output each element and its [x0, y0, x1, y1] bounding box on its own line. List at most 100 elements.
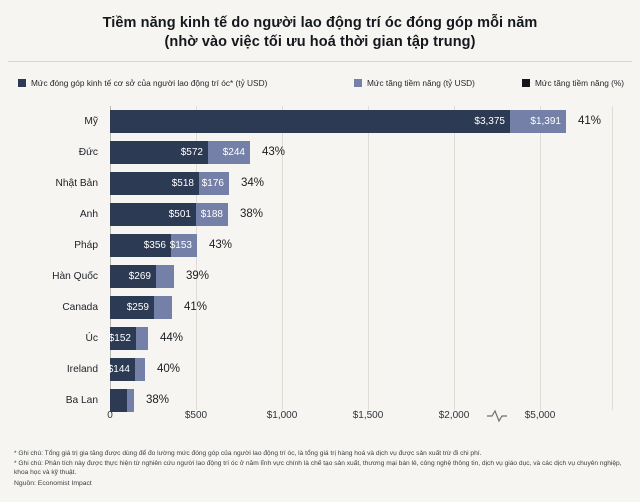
bar-segment-base[interactable]: $269 — [110, 265, 156, 288]
bar-row[interactable]: Đức $572 $244 43% — [0, 137, 640, 168]
bar-percent-label: 41% — [184, 301, 208, 313]
bar-row[interactable]: Nhật Bản $518 $176 34% — [0, 168, 640, 199]
bar-value-uplift: $1,391 — [530, 115, 561, 127]
stacked-bar[interactable]: $572 $244 — [110, 141, 250, 164]
bar-value-uplift: $176 — [201, 177, 224, 189]
axis-break-icon — [486, 409, 508, 428]
bar-segment-base[interactable]: $518 — [110, 172, 199, 195]
bar-segment-base[interactable]: $259 — [110, 296, 154, 319]
stacked-bar[interactable]: $518 $176 — [110, 172, 229, 195]
bar-percent-label: 39% — [186, 270, 210, 282]
bar-value-base: $3,375 — [474, 115, 505, 127]
bar-segment-uplift[interactable]: $176 — [199, 172, 229, 195]
row-label: Nhật Bản — [55, 178, 98, 189]
title-line-1: Tiềm năng kinh tế do người lao động trí … — [102, 15, 538, 31]
stacked-bar[interactable] — [110, 389, 134, 412]
legend-label-uplift: Mức tăng tiềm năng (tỷ USD) — [367, 78, 475, 88]
bar-segment-uplift[interactable]: $153 — [169, 234, 197, 257]
row-label: Canada — [62, 302, 98, 313]
bar-percent-label: 43% — [262, 146, 286, 158]
bar-value-base: $152 — [108, 332, 131, 344]
source-line: Nguồn: Economist Impact — [14, 479, 92, 487]
bar-value-uplift: $188 — [200, 208, 223, 220]
bar-row[interactable]: Ireland $144 40% — [0, 354, 640, 385]
bar-segment-base[interactable]: $144 — [107, 358, 135, 381]
bar-value-uplift: $153 — [169, 239, 192, 251]
gridline — [612, 106, 613, 410]
axis-tick: 0 — [107, 410, 113, 421]
gridline — [282, 106, 283, 410]
row-label: Ireland — [66, 364, 98, 375]
stacked-bar[interactable]: $259 — [110, 296, 172, 319]
bar-percent-label: 34% — [241, 177, 265, 189]
bar-row[interactable]: Úc $152 44% — [0, 323, 640, 354]
axis-tick: $1,000 — [266, 410, 298, 421]
footnote-2: * Ghi chú: Phân tích này được thực hiện … — [14, 459, 622, 477]
bar-segment-uplift[interactable]: $188 — [196, 203, 228, 226]
bar-value-base: $259 — [126, 301, 149, 313]
stacked-bar[interactable]: $501 $188 — [110, 203, 228, 226]
bar-segment-uplift[interactable]: $1,391 — [510, 110, 566, 133]
bar-segment-uplift[interactable] — [154, 296, 172, 319]
bar-segment-base[interactable]: $356 — [110, 234, 171, 257]
legend-item-percent: Mức tăng tiềm năng (%) — [522, 78, 624, 88]
gridline — [196, 106, 197, 410]
bar-rows: Mỹ $3,375 $1,391 41% Đức $572 $244 43% Nhật Bản $… — [0, 106, 640, 416]
axis-tick: $500 — [184, 410, 208, 421]
stacked-bar[interactable]: $356 $153 — [110, 234, 197, 257]
row-label: Mỹ — [84, 116, 98, 127]
bar-segment-uplift[interactable] — [156, 265, 174, 288]
bar-segment-uplift[interactable] — [135, 358, 145, 381]
bar-segment-uplift[interactable]: $244 — [208, 141, 250, 164]
bar-segment-base[interactable]: $3,375 — [110, 110, 510, 133]
gridline — [368, 106, 369, 410]
bar-value-base: $572 — [180, 146, 203, 158]
legend-swatch-base — [18, 79, 26, 87]
stacked-bar[interactable]: $269 — [110, 265, 174, 288]
bar-segment-base[interactable]: $572 — [110, 141, 208, 164]
row-label: Anh — [79, 209, 98, 220]
plot-area: Mỹ $3,375 $1,391 41% Đức $572 $244 43% Nhật Bản $… — [0, 100, 640, 412]
chart-legend: Mức đóng góp kinh tế cơ sở của người lao… — [14, 78, 632, 94]
bar-row[interactable]: Pháp $356 $153 43% — [0, 230, 640, 261]
bar-row[interactable]: Ba Lan 38% — [0, 385, 640, 416]
legend-swatch-uplift — [354, 79, 362, 87]
legend-item-base: Mức đóng góp kinh tế cơ sở của người lao… — [18, 78, 267, 88]
bar-percent-label: 38% — [146, 394, 170, 406]
row-label: Đức — [78, 147, 98, 158]
bar-row[interactable]: Anh $501 $188 38% — [0, 199, 640, 230]
bar-row[interactable]: Canada $259 41% — [0, 292, 640, 323]
header-divider — [8, 61, 632, 62]
chart-title: Tiềm năng kinh tế do người lao động trí … — [0, 0, 640, 52]
row-label: Ba Lan — [65, 395, 98, 406]
bar-segment-base[interactable]: $152 — [108, 327, 136, 350]
bar-percent-label: 41% — [578, 115, 602, 127]
axis-tick: $2,000 — [438, 410, 470, 421]
gridline — [540, 106, 541, 410]
bar-segment-uplift[interactable] — [127, 389, 134, 412]
bar-row[interactable]: Hàn Quốc $269 39% — [0, 261, 640, 292]
footnote-1: * Ghi chú: Tổng giá trị gia tăng được dù… — [14, 450, 482, 457]
legend-label-base: Mức đóng góp kinh tế cơ sở của người lao… — [31, 78, 268, 88]
bar-row[interactable]: Mỹ $3,375 $1,391 41% — [0, 106, 640, 137]
stacked-bar[interactable]: $3,375 $1,391 — [110, 110, 566, 133]
bar-percent-label: 44% — [160, 332, 184, 344]
axis-tick: $1,500 — [352, 410, 384, 421]
bar-segment-base[interactable]: $501 — [110, 203, 196, 226]
gridline — [110, 106, 111, 410]
footnotes: * Ghi chú: Tổng giá trị gia tăng được dù… — [14, 449, 630, 489]
bar-value-base: $356 — [143, 239, 166, 251]
bar-value-base: $501 — [168, 208, 191, 220]
bar-value-base: $144 — [107, 363, 130, 375]
bar-value-uplift: $244 — [222, 146, 245, 158]
bar-segment-base[interactable] — [110, 389, 127, 412]
x-axis: 0 $500 $1,000 $1,500 $2,000 $5,000 — [0, 409, 640, 436]
bar-percent-label: 38% — [240, 208, 264, 220]
bar-segment-uplift[interactable] — [136, 327, 148, 350]
stacked-bar[interactable]: $144 — [107, 358, 145, 381]
bar-percent-label: 43% — [209, 239, 233, 251]
gridline — [454, 106, 455, 410]
row-label: Hàn Quốc — [52, 271, 98, 282]
stacked-bar[interactable]: $152 — [108, 327, 148, 350]
